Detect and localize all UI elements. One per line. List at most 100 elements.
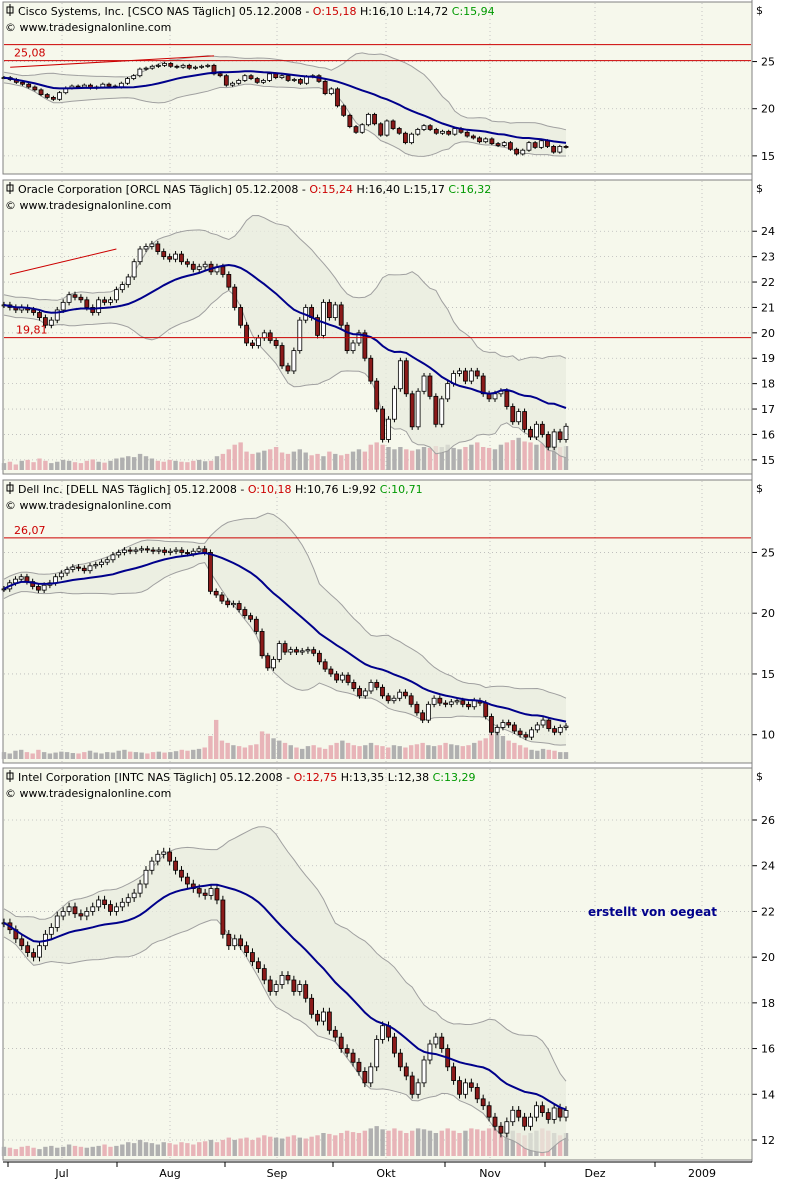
candle-body xyxy=(421,1059,427,1084)
y-tick-label: 24 xyxy=(761,225,775,238)
candle-body xyxy=(137,68,143,77)
candle xyxy=(372,112,377,126)
candle-body xyxy=(60,911,66,917)
candle xyxy=(254,76,260,84)
candle-body xyxy=(179,253,184,263)
volume-bar xyxy=(433,446,439,470)
candle xyxy=(557,144,563,154)
candle-body xyxy=(415,129,421,135)
trend-line xyxy=(10,55,215,68)
candle xyxy=(279,342,285,369)
candle xyxy=(242,74,248,83)
candle-body xyxy=(230,603,236,606)
candle-body xyxy=(213,590,219,596)
candle xyxy=(133,547,139,555)
panel-4: 12 14 16 18 20 22 24 26 $ Intel Corporation [INTC… xyxy=(1,767,775,1161)
candle-body xyxy=(338,304,344,326)
candle-body xyxy=(122,549,127,553)
candle-body xyxy=(439,1036,445,1049)
volume-bar xyxy=(185,1143,190,1156)
candle-body xyxy=(285,75,291,81)
candle-body xyxy=(37,945,42,958)
x-tick-label: Jul xyxy=(54,1167,68,1180)
panel-title-part: C:15,94 xyxy=(452,5,495,18)
x-tick-label: Okt xyxy=(376,1167,396,1180)
candle xyxy=(433,127,439,135)
candle-body xyxy=(78,913,84,917)
candle-body xyxy=(425,703,431,721)
candle-body xyxy=(119,284,125,291)
candle xyxy=(81,565,87,574)
volume-bar xyxy=(72,462,78,470)
panel-title-part: O:10,18 xyxy=(248,483,295,496)
volume-bar xyxy=(340,740,345,759)
volume-bar xyxy=(516,437,521,470)
candle-body xyxy=(545,140,550,147)
candle-body xyxy=(168,63,174,67)
volume-bar xyxy=(492,1126,498,1156)
candle-body xyxy=(433,1036,439,1045)
candle xyxy=(139,545,145,553)
candle-body xyxy=(385,695,391,702)
candle xyxy=(443,700,448,708)
volume-bar xyxy=(439,1130,444,1156)
candle-body xyxy=(563,425,569,440)
candle-body xyxy=(351,682,357,689)
candle-body xyxy=(127,549,133,552)
candle xyxy=(143,866,149,889)
volume-bar xyxy=(512,742,517,759)
candle xyxy=(285,362,291,374)
volume-bar xyxy=(398,447,403,470)
candle-body xyxy=(285,975,291,981)
candle xyxy=(483,137,489,144)
candle-body xyxy=(248,615,253,620)
candle xyxy=(259,628,265,659)
panel-title: Dell Inc. [DELL NAS Täglich] 05.12.2008 … xyxy=(18,483,423,496)
candle xyxy=(225,598,231,608)
x-tick-label: Nov xyxy=(479,1167,501,1180)
candle-body xyxy=(539,1105,545,1113)
candle-body xyxy=(322,661,328,670)
candle xyxy=(359,123,365,134)
candle-body xyxy=(179,549,185,553)
candle-body xyxy=(403,1066,409,1077)
volume-bar xyxy=(339,1133,344,1156)
candle xyxy=(384,119,390,137)
candle xyxy=(180,63,186,69)
candle-body xyxy=(162,549,167,553)
candle-body xyxy=(397,691,403,699)
candle xyxy=(230,600,236,608)
candle xyxy=(255,957,261,973)
y-axis-unit: $ xyxy=(756,182,763,195)
candle-body xyxy=(309,997,315,1015)
volume-bar xyxy=(87,750,93,759)
candle-body xyxy=(365,113,371,126)
candle-body xyxy=(516,411,522,423)
volume-bar xyxy=(558,752,563,759)
volume-bar xyxy=(421,1129,427,1156)
watermark: © www.tradesignalonline.com xyxy=(5,499,171,512)
volume-bar xyxy=(244,1137,249,1156)
candle-body xyxy=(162,63,167,66)
volume-bar xyxy=(133,752,139,759)
candle-body xyxy=(202,892,208,896)
candle-body xyxy=(167,851,173,862)
candle-body xyxy=(339,674,345,681)
candle xyxy=(415,127,421,136)
volume-bar xyxy=(374,442,379,470)
candle-body xyxy=(173,549,179,552)
volume-bar xyxy=(238,1138,243,1156)
volume-bar xyxy=(19,749,24,759)
volume-bar xyxy=(168,752,173,759)
y-tick-label: 19 xyxy=(761,352,775,365)
candle-body xyxy=(563,725,569,728)
volume-bar xyxy=(363,745,368,759)
candle xyxy=(122,547,127,556)
candle-body xyxy=(288,649,294,653)
volume-bar xyxy=(155,1144,161,1156)
candle xyxy=(248,74,254,81)
volume-bar xyxy=(173,460,178,470)
candle-body xyxy=(20,81,25,85)
candle xyxy=(173,547,179,555)
candle xyxy=(250,948,255,966)
